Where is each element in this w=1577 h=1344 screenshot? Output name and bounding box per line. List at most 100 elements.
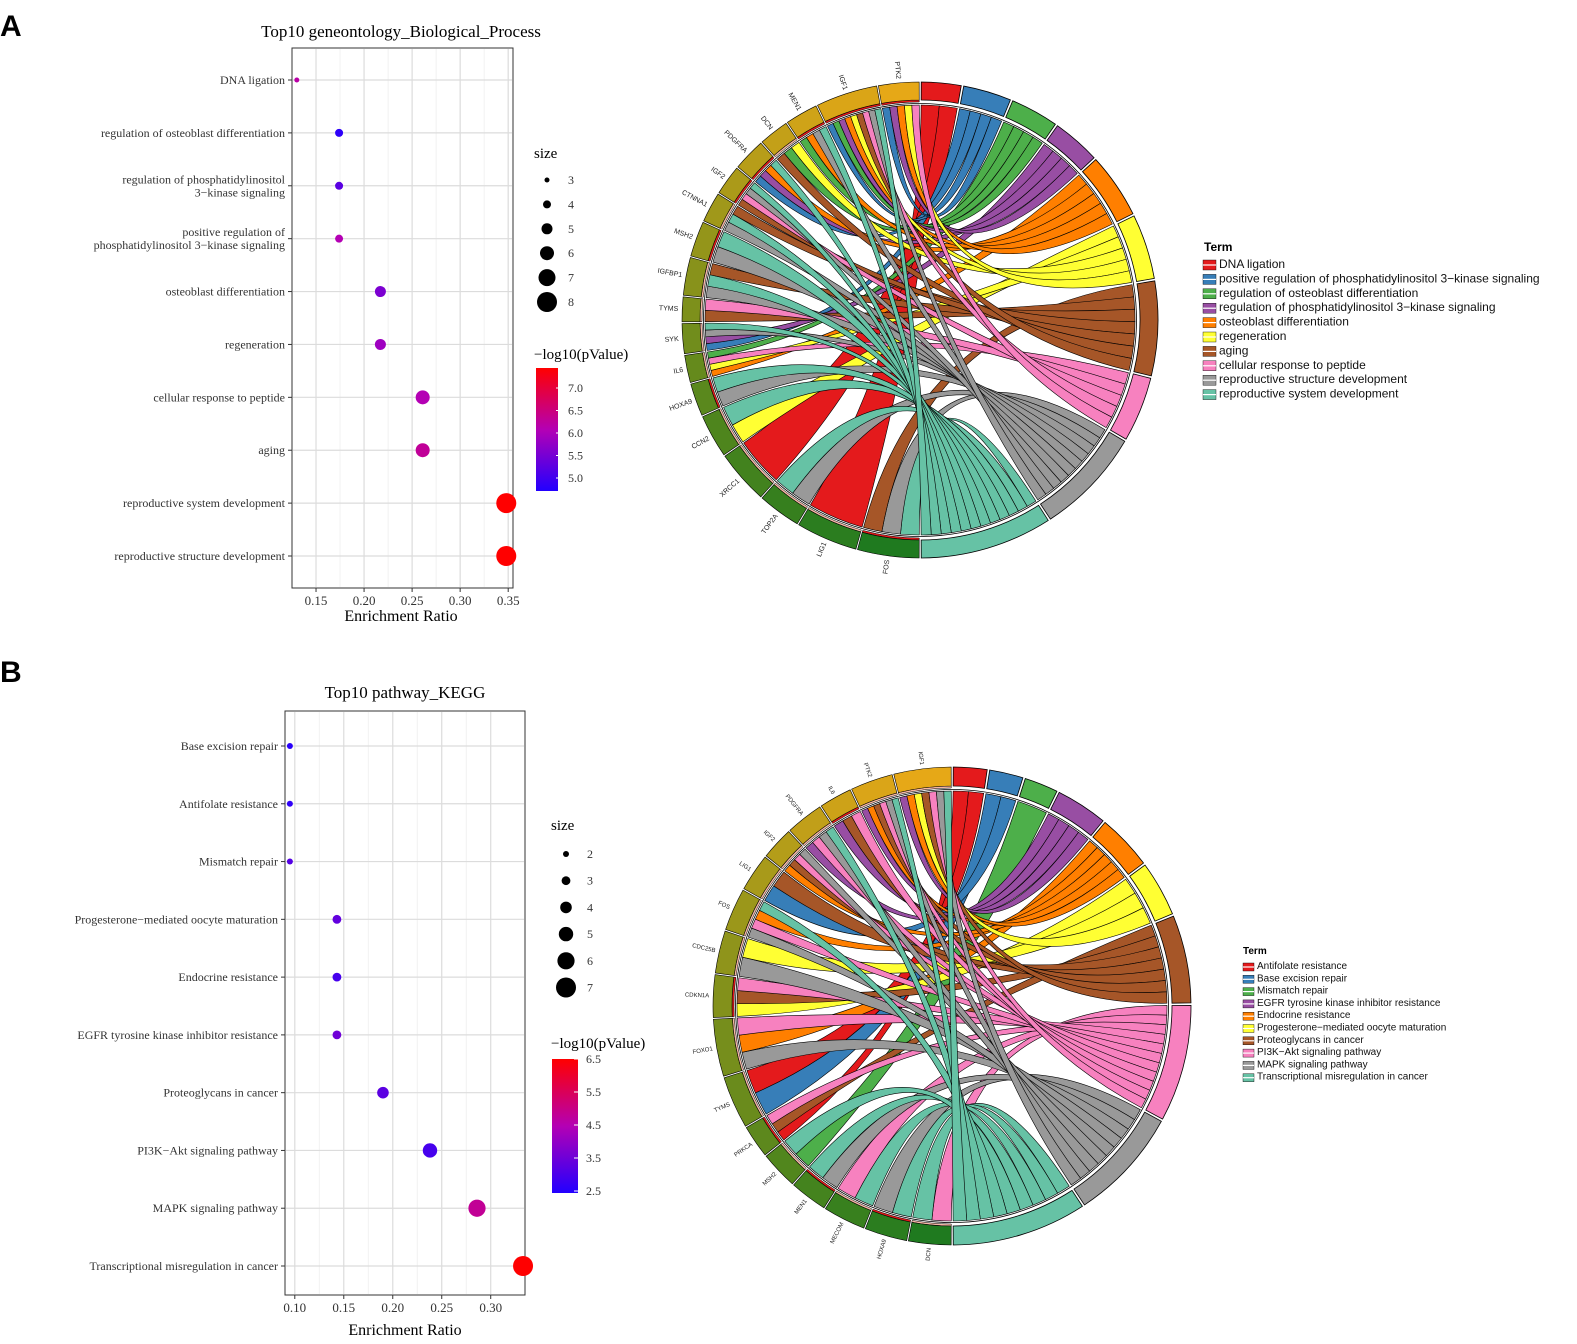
data-point — [335, 181, 344, 190]
y-tick-label: regulation of phosphatidylinositol — [122, 172, 285, 186]
y-tick-label: 3−kinase signaling — [195, 185, 285, 199]
chord-ribbon — [822, 1074, 1135, 1188]
term-sector — [1039, 431, 1126, 520]
chord-ribbon — [747, 927, 1115, 1157]
x-tick-label: 0.25 — [430, 1300, 453, 1315]
term-sector — [1018, 778, 1058, 809]
panel-a-plot-frame — [291, 47, 514, 589]
gene-sector — [817, 85, 881, 122]
gene-sector — [824, 1192, 872, 1229]
term-sector — [1129, 864, 1174, 922]
chord-ribbon — [759, 901, 1008, 1218]
gene-label: TOP2A — [761, 513, 780, 536]
y-tick-label: phosphatidylinositol 3−kinase signaling — [94, 238, 285, 252]
data-point — [286, 743, 293, 749]
gene-label: FOS — [717, 901, 731, 911]
chord-ribbon — [882, 106, 1003, 218]
panel-b-term-legend-title: Term — [1243, 946, 1267, 957]
gene-label: FOS — [882, 559, 891, 575]
y-tick-label: cellular response to peptide — [153, 390, 285, 404]
colorbar-label: 6.5 — [586, 1052, 601, 1066]
size-legend-label: 6 — [568, 246, 574, 260]
data-point — [415, 443, 430, 458]
legend-term-label: Proteoglycans in cancer — [1257, 1035, 1364, 1046]
y-tick-label: Proteoglycans in cancer — [163, 1086, 278, 1100]
size-legend-label: 2 — [587, 847, 593, 861]
gene-sector — [718, 167, 752, 203]
chord-ribbon — [707, 274, 991, 527]
gene-sector — [851, 774, 898, 807]
gene-sector — [857, 531, 920, 559]
gene-sector — [743, 856, 781, 899]
size-legend-label: 5 — [587, 927, 593, 941]
y-tick-label: MAPK signaling pathway — [153, 1201, 278, 1215]
gene-label: CCN2 — [691, 435, 711, 450]
size-legend-dot — [544, 177, 550, 183]
legend-term-label: aging — [1219, 343, 1248, 357]
size-legend-dot — [558, 926, 574, 942]
gene-label: IGF2 — [762, 830, 776, 844]
panel-a-term-legend-title: Term — [1204, 240, 1232, 254]
legend-term-label: regulation of phosphatidylinositol 3−kin… — [1219, 300, 1496, 314]
legend-term-label: Base excision repair — [1257, 973, 1348, 984]
colorbar-label: 6.5 — [568, 404, 583, 418]
data-point — [335, 234, 344, 243]
panel-a-x-axis-label: Enrichment Ratio — [344, 608, 457, 625]
chord-ribbon — [749, 182, 962, 534]
gene-sector — [907, 1221, 952, 1246]
gene-sector — [761, 122, 797, 156]
gene-label: TYMS — [659, 305, 679, 313]
gene-sector — [789, 806, 831, 845]
term-sector — [1155, 915, 1192, 1004]
size-legend-label: 7 — [587, 981, 593, 995]
x-tick-label: 0.15 — [332, 1300, 355, 1315]
gene-sector — [713, 1017, 743, 1077]
size-legend-label: 7 — [568, 271, 574, 285]
term-sector — [952, 766, 988, 789]
term-sector — [959, 85, 1011, 118]
chord-ribbon — [770, 159, 952, 535]
gene-sector — [877, 81, 920, 104]
gene-label: IGF2 — [709, 166, 726, 181]
y-tick-label: reproductive structure development — [114, 549, 285, 563]
size-legend-label: 3 — [587, 874, 593, 888]
data-point — [496, 546, 517, 566]
term-sector — [920, 504, 1049, 559]
panel-b-x-ticks: 0.10 0.15 0.20 0.25 0.30 — [283, 1295, 502, 1315]
gene-label: FOXO1 — [692, 1046, 714, 1056]
data-point — [335, 128, 344, 137]
data-point — [332, 1030, 342, 1040]
data-point — [332, 914, 342, 924]
colorbar-label: 6.0 — [568, 426, 583, 440]
gene-label: PDGFRA — [784, 794, 804, 817]
chord-ribbons — [704, 104, 1136, 536]
panel-b-x-axis-label: Enrichment Ratio — [348, 1322, 461, 1339]
chord-ribbons — [736, 790, 1168, 1222]
colorbar-label: 5.0 — [568, 471, 583, 485]
y-tick-label: Progesterone−mediated oocyte maturation — [75, 912, 278, 926]
size-legend-dot — [557, 952, 575, 970]
gene-sector — [723, 1071, 763, 1127]
legend-term-label: DNA ligation — [1219, 257, 1285, 271]
y-tick-label: osteoblast differentiation — [166, 285, 285, 299]
legend-term-label: EGFR tyrosine kinase inhibitor resistanc… — [1257, 998, 1441, 1009]
gene-label: DCN — [926, 1248, 933, 1262]
data-point — [374, 338, 386, 350]
panel-b-colorbar-labels: 6.5 5.5 4.5 3.5 2.5 — [574, 1052, 601, 1198]
gene-label: HOXA9 — [669, 398, 694, 413]
gene-label: IGF1 — [917, 751, 925, 766]
data-point — [294, 77, 300, 83]
y-tick-label: Endocrine resistance — [178, 970, 278, 984]
gene-label: LIG1 — [738, 861, 753, 874]
panel-b-dot-title: Top10 pathway_KEGG — [325, 683, 486, 702]
panel-a-gridlines — [293, 49, 512, 587]
legend-term-label: MAPK signaling pathway — [1257, 1059, 1368, 1070]
chord-ribbon — [809, 1094, 1034, 1211]
gene-label: IL6 — [826, 785, 836, 796]
y-tick-label: Antifolate resistance — [179, 797, 278, 811]
y-tick-label: Mismatch repair — [199, 855, 278, 869]
gene-label: TYMS — [714, 1102, 732, 1114]
y-tick-label: DNA ligation — [220, 73, 285, 87]
term-sector — [1145, 1005, 1192, 1120]
